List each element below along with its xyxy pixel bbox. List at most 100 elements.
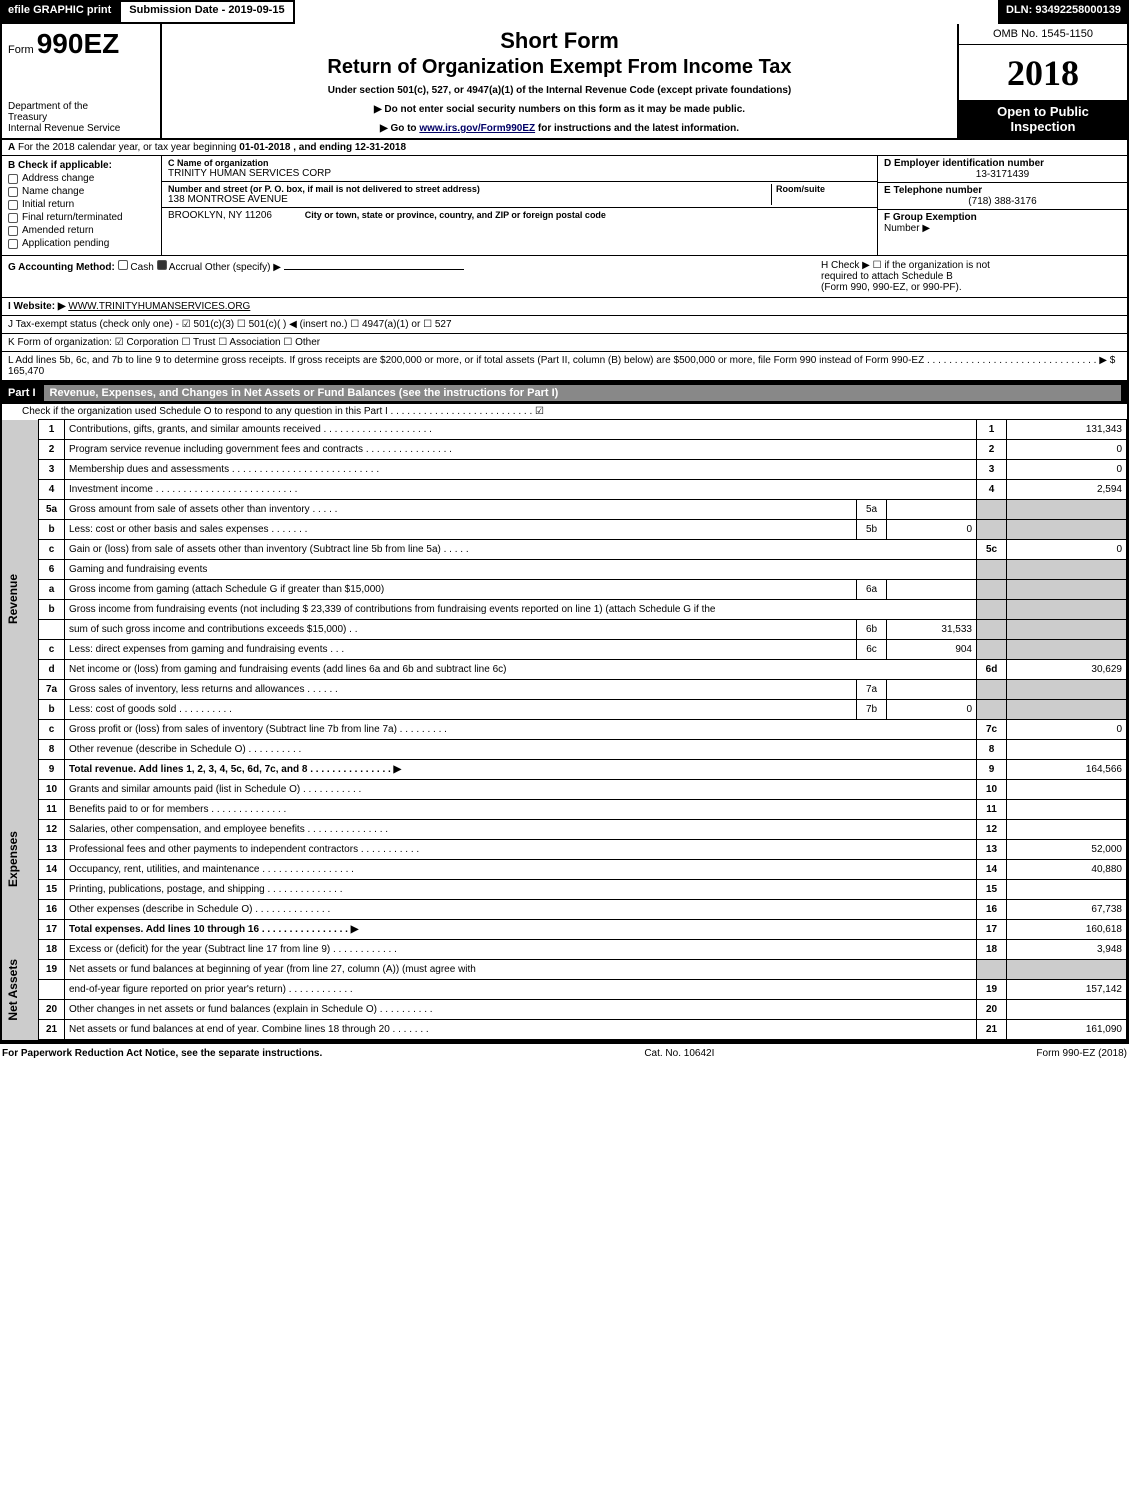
line-box: 6d bbox=[977, 660, 1007, 680]
chk-application-pending[interactable]: Application pending bbox=[8, 238, 155, 249]
grey-cell bbox=[1007, 500, 1127, 520]
line-amt bbox=[1007, 820, 1127, 840]
line-box: 9 bbox=[977, 760, 1007, 780]
line-num: b bbox=[39, 520, 65, 540]
line-a: A For the 2018 calendar year, or tax yea… bbox=[2, 140, 1127, 156]
line-amt: 3,948 bbox=[1007, 940, 1127, 960]
chk-label: Name change bbox=[22, 186, 84, 197]
radio-checked-icon[interactable] bbox=[157, 260, 167, 270]
g-label: G Accounting Method: bbox=[8, 262, 115, 273]
line-num: 17 bbox=[39, 920, 65, 940]
g-cash: Cash bbox=[130, 262, 153, 273]
line-desc: Occupancy, rent, utilities, and maintena… bbox=[65, 860, 977, 880]
chk-label: Application pending bbox=[22, 238, 109, 249]
line-desc: Gain or (loss) from sale of assets other… bbox=[65, 540, 977, 560]
line-amt: 0 bbox=[1007, 460, 1127, 480]
line-minival: 904 bbox=[887, 640, 977, 660]
line-amt bbox=[1007, 740, 1127, 760]
grey-cell bbox=[977, 560, 1007, 580]
street-cell: Number and street (or P. O. box, if mail… bbox=[162, 182, 877, 208]
line-amt: 40,880 bbox=[1007, 860, 1127, 880]
h-text3: (Form 990, 990-EZ, or 990-PF). bbox=[821, 282, 1121, 293]
street-label: Number and street (or P. O. box, if mail… bbox=[168, 184, 771, 194]
line-num: 16 bbox=[39, 900, 65, 920]
irs-link[interactable]: www.irs.gov/Form990EZ bbox=[419, 123, 535, 134]
grey-cell bbox=[977, 640, 1007, 660]
group-exempt-label2: Number ▶ bbox=[884, 223, 1121, 234]
main-title: Return of Organization Exempt From Incom… bbox=[172, 56, 947, 79]
line-desc: Net assets or fund balances at beginning… bbox=[65, 960, 977, 980]
short-form-title: Short Form bbox=[172, 28, 947, 54]
grey-cell bbox=[1007, 560, 1127, 580]
table-row: 2Program service revenue including gover… bbox=[2, 440, 1127, 460]
line-num: 9 bbox=[39, 760, 65, 780]
form-number: 990EZ bbox=[37, 28, 120, 59]
h-text2: required to attach Schedule B bbox=[821, 271, 1121, 282]
city-cell: BROOKLYN, NY 11206 City or town, state o… bbox=[162, 208, 877, 255]
line-box: 4 bbox=[977, 480, 1007, 500]
chk-final-return[interactable]: Final return/terminated bbox=[8, 212, 155, 223]
website-value[interactable]: WWW.TRINITYHUMANSERVICES.ORG bbox=[68, 301, 250, 312]
line-desc: Program service revenue including govern… bbox=[65, 440, 977, 460]
col-b-label: B bbox=[8, 160, 15, 171]
line-amt: 0 bbox=[1007, 720, 1127, 740]
chk-amended-return[interactable]: Amended return bbox=[8, 225, 155, 236]
line-amt: 157,142 bbox=[1007, 980, 1127, 1000]
line-num: a bbox=[39, 580, 65, 600]
line-num: 19 bbox=[39, 960, 65, 980]
line-a-mid: , and ending bbox=[293, 142, 355, 153]
row-h: H Check ▶ ☐ if the organization is not r… bbox=[821, 260, 1121, 293]
checkbox-icon bbox=[8, 187, 18, 197]
row-i: I Website: ▶ WWW.TRINITYHUMANSERVICES.OR… bbox=[2, 297, 1127, 315]
line-box: 14 bbox=[977, 860, 1007, 880]
line-minival bbox=[887, 500, 977, 520]
table-row: bLess: cost or other basis and sales exp… bbox=[2, 520, 1127, 540]
g-other: Other (specify) ▶ bbox=[205, 262, 281, 273]
line-desc: Total expenses. Add lines 10 through 16 … bbox=[65, 920, 977, 940]
line-minibox: 5a bbox=[857, 500, 887, 520]
grey-cell bbox=[1007, 680, 1127, 700]
line-box: 20 bbox=[977, 1000, 1007, 1020]
table-row: Net Assets 18Excess or (deficit) for the… bbox=[2, 940, 1127, 960]
part-1-label: Part I bbox=[8, 387, 44, 399]
table-row: 11Benefits paid to or for members . . . … bbox=[2, 800, 1127, 820]
line-minival bbox=[887, 680, 977, 700]
line-minibox: 6b bbox=[857, 620, 887, 640]
line-desc: Net assets or fund balances at end of ye… bbox=[65, 1020, 977, 1040]
chk-address-change[interactable]: Address change bbox=[8, 173, 155, 184]
chk-initial-return[interactable]: Initial return bbox=[8, 199, 155, 210]
chk-name-change[interactable]: Name change bbox=[8, 186, 155, 197]
header-mid: Short Form Return of Organization Exempt… bbox=[162, 24, 957, 138]
part-1-header: Part I Revenue, Expenses, and Changes in… bbox=[2, 382, 1127, 404]
radio-icon[interactable] bbox=[118, 260, 128, 270]
grey-cell bbox=[1007, 600, 1127, 620]
line-box: 2 bbox=[977, 440, 1007, 460]
line-desc: Gross profit or (loss) from sales of inv… bbox=[65, 720, 977, 740]
dept-line2: Treasury bbox=[8, 112, 154, 123]
line-num: 21 bbox=[39, 1020, 65, 1040]
line-desc: Gaming and fundraising events bbox=[65, 560, 977, 580]
line-a-begin: 01-01-2018 bbox=[239, 142, 290, 153]
header-left: Form 990EZ Department of the Treasury In… bbox=[2, 24, 162, 138]
line-desc: Salaries, other compensation, and employ… bbox=[65, 820, 977, 840]
table-row: cGain or (loss) from sale of assets othe… bbox=[2, 540, 1127, 560]
line-num: c bbox=[39, 540, 65, 560]
grey-cell bbox=[1007, 520, 1127, 540]
grey-cell bbox=[977, 700, 1007, 720]
line-minibox: 7a bbox=[857, 680, 887, 700]
line-amt: 164,566 bbox=[1007, 760, 1127, 780]
org-name-label: C Name of organization bbox=[168, 158, 871, 168]
line-amt bbox=[1007, 780, 1127, 800]
line-box: 15 bbox=[977, 880, 1007, 900]
grey-cell bbox=[1007, 640, 1127, 660]
i-label: I Website: ▶ bbox=[8, 301, 66, 312]
ein-label: D Employer identification number bbox=[884, 158, 1121, 169]
line-amt bbox=[1007, 880, 1127, 900]
table-row: 7aGross sales of inventory, less returns… bbox=[2, 680, 1127, 700]
line-amt: 67,738 bbox=[1007, 900, 1127, 920]
table-row: bLess: cost of goods sold . . . . . . . … bbox=[2, 700, 1127, 720]
line-a-pre: For the 2018 calendar year, or tax year … bbox=[18, 142, 239, 153]
line-amt: 0 bbox=[1007, 440, 1127, 460]
line-desc: Other revenue (describe in Schedule O) .… bbox=[65, 740, 977, 760]
chk-label: Address change bbox=[22, 173, 94, 184]
